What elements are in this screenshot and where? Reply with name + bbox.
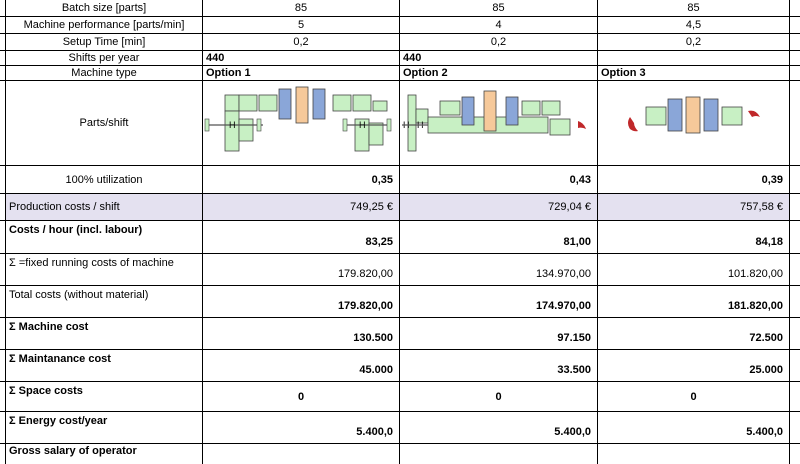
machine-performance-option-1[interactable]: 5: [202, 17, 399, 33]
row-shifts-per-year: Shifts per year 440 440: [0, 51, 800, 66]
machine-cost-option-3[interactable]: 72.500: [597, 318, 790, 349]
label-parts-shift[interactable]: Parts/shift: [5, 81, 202, 165]
machine-cost-option-1[interactable]: 130.500: [202, 318, 399, 349]
setup-time-option-1[interactable]: 0,2: [202, 34, 399, 50]
total-costs-option-1[interactable]: 179.820,00: [202, 286, 399, 317]
row-maintenance-cost: Σ Maintanance cost 45.000 33.500 25.000: [0, 350, 800, 382]
maintenance-cost-option-2[interactable]: 33.500: [399, 350, 597, 381]
parts-shift-option-3[interactable]: [597, 81, 790, 165]
space-costs-option-1[interactable]: 0: [202, 382, 399, 411]
costs-hour-option-2[interactable]: 81,00: [399, 221, 597, 253]
label-maintenance-cost[interactable]: Σ Maintanance cost: [5, 350, 202, 381]
row-fixed-running-costs: Σ =fixed running costs of machine 179.82…: [0, 254, 800, 286]
space-costs-option-3[interactable]: 0: [597, 382, 790, 411]
energy-cost-option-2[interactable]: 5.400,0: [399, 412, 597, 443]
robot-arm-icon: [578, 121, 586, 129]
setup-time-option-3[interactable]: 0,2: [597, 34, 790, 50]
total-costs-option-2[interactable]: 174.970,00: [399, 286, 597, 317]
gross-salary-option-2[interactable]: [399, 444, 597, 464]
gross-salary-option-3[interactable]: [597, 444, 790, 464]
machine-type-option-1[interactable]: Option 1: [202, 66, 399, 80]
row-energy-cost: Σ Energy cost/year 5.400,0 5.400,0 5.400…: [0, 412, 800, 444]
machine-performance-option-2[interactable]: 4: [399, 17, 597, 33]
batch-size-option-1[interactable]: 85: [202, 0, 399, 16]
utilization-option-2[interactable]: 0,43: [399, 166, 597, 193]
row-parts-shift: Parts/shift H: [0, 81, 800, 166]
costs-hour-option-1[interactable]: 83,25: [202, 221, 399, 253]
production-costs-option-1[interactable]: 749,25 €: [202, 194, 399, 220]
label-utilization[interactable]: 100% utilization: [5, 166, 202, 193]
label-machine-performance[interactable]: Machine performance [parts/min]: [5, 17, 202, 33]
row-production-costs: Production costs / shift 749,25 € 729,04…: [0, 194, 800, 221]
label-shifts-per-year[interactable]: Shifts per year: [5, 51, 202, 65]
machine-performance-option-3[interactable]: 4,5: [597, 17, 790, 33]
parts-shift-option-2[interactable]: H H: [399, 81, 597, 165]
space-costs-option-2[interactable]: 0: [399, 382, 597, 411]
label-batch-size[interactable]: Batch size [parts]: [5, 0, 202, 16]
machine-type-option-3[interactable]: Option 3: [597, 66, 790, 80]
label-production-costs[interactable]: Production costs / shift: [5, 194, 202, 220]
svg-text:H: H: [359, 120, 366, 130]
machine-layout-option-2-diagram: H H: [402, 90, 586, 152]
gross-salary-option-1[interactable]: [202, 444, 399, 464]
label-total-costs[interactable]: Total costs (without material): [5, 286, 202, 317]
row-gross-salary: Gross salary of operator: [0, 444, 800, 464]
machine-type-option-2[interactable]: Option 2: [399, 66, 597, 80]
svg-text:H: H: [229, 120, 236, 130]
label-costs-hour[interactable]: Costs / hour (incl. labour): [5, 221, 202, 253]
costs-hour-option-3[interactable]: 84,18: [597, 221, 790, 253]
setup-time-option-2[interactable]: 0,2: [399, 34, 597, 50]
label-gross-salary[interactable]: Gross salary of operator: [5, 444, 202, 464]
parts-shift-option-1[interactable]: H H: [202, 81, 399, 165]
utilization-option-1[interactable]: 0,35: [202, 166, 399, 193]
fixed-running-costs-option-3[interactable]: 101.820,00: [597, 254, 790, 285]
row-machine-type: Machine type Option 1 Option 2 Option 3: [0, 66, 800, 81]
energy-cost-option-3[interactable]: 5.400,0: [597, 412, 790, 443]
production-costs-option-2[interactable]: 729,04 €: [399, 194, 597, 220]
label-fixed-running-costs[interactable]: Σ =fixed running costs of machine: [5, 254, 202, 285]
shifts-per-year-option-1[interactable]: 440: [202, 51, 399, 65]
label-space-costs[interactable]: Σ Space costs: [5, 382, 202, 411]
row-machine-cost: Σ Machine cost 130.500 97.150 72.500: [0, 318, 800, 350]
machine-layout-option-3-diagram: [628, 96, 760, 134]
row-batch-size: Batch size [parts] 85 85 85: [0, 0, 800, 17]
maintenance-cost-option-1[interactable]: 45.000: [202, 350, 399, 381]
utilization-option-3[interactable]: 0,39: [597, 166, 790, 193]
row-costs-hour: Costs / hour (incl. labour) 83,25 81,00 …: [0, 221, 800, 254]
machine-layout-option-1-diagram: H H: [204, 86, 392, 152]
row-space-costs: Σ Space costs 0 0 0: [0, 382, 800, 412]
maintenance-cost-option-3[interactable]: 25.000: [597, 350, 790, 381]
label-machine-type[interactable]: Machine type: [5, 66, 202, 80]
energy-cost-option-1[interactable]: 5.400,0: [202, 412, 399, 443]
batch-size-option-3[interactable]: 85: [597, 0, 790, 16]
label-machine-cost[interactable]: Σ Machine cost: [5, 318, 202, 349]
production-costs-option-3[interactable]: 757,58 €: [597, 194, 790, 220]
row-setup-time: Setup Time [min] 0,2 0,2 0,2: [0, 34, 800, 51]
fixed-running-costs-option-2[interactable]: 134.970,00: [399, 254, 597, 285]
row-machine-performance: Machine performance [parts/min] 5 4 4,5: [0, 17, 800, 34]
label-setup-time[interactable]: Setup Time [min]: [5, 34, 202, 50]
shifts-per-year-option-3[interactable]: [597, 51, 790, 65]
row-total-costs: Total costs (without material) 179.820,0…: [0, 286, 800, 318]
label-energy-cost[interactable]: Σ Energy cost/year: [5, 412, 202, 443]
row-utilization: 100% utilization 0,35 0,43 0,39: [0, 166, 800, 194]
total-costs-option-3[interactable]: 181.820,00: [597, 286, 790, 317]
shifts-per-year-option-2[interactable]: 440: [399, 51, 597, 65]
batch-size-option-2[interactable]: 85: [399, 0, 597, 16]
machine-cost-option-2[interactable]: 97.150: [399, 318, 597, 349]
fixed-running-costs-option-1[interactable]: 179.820,00: [202, 254, 399, 285]
